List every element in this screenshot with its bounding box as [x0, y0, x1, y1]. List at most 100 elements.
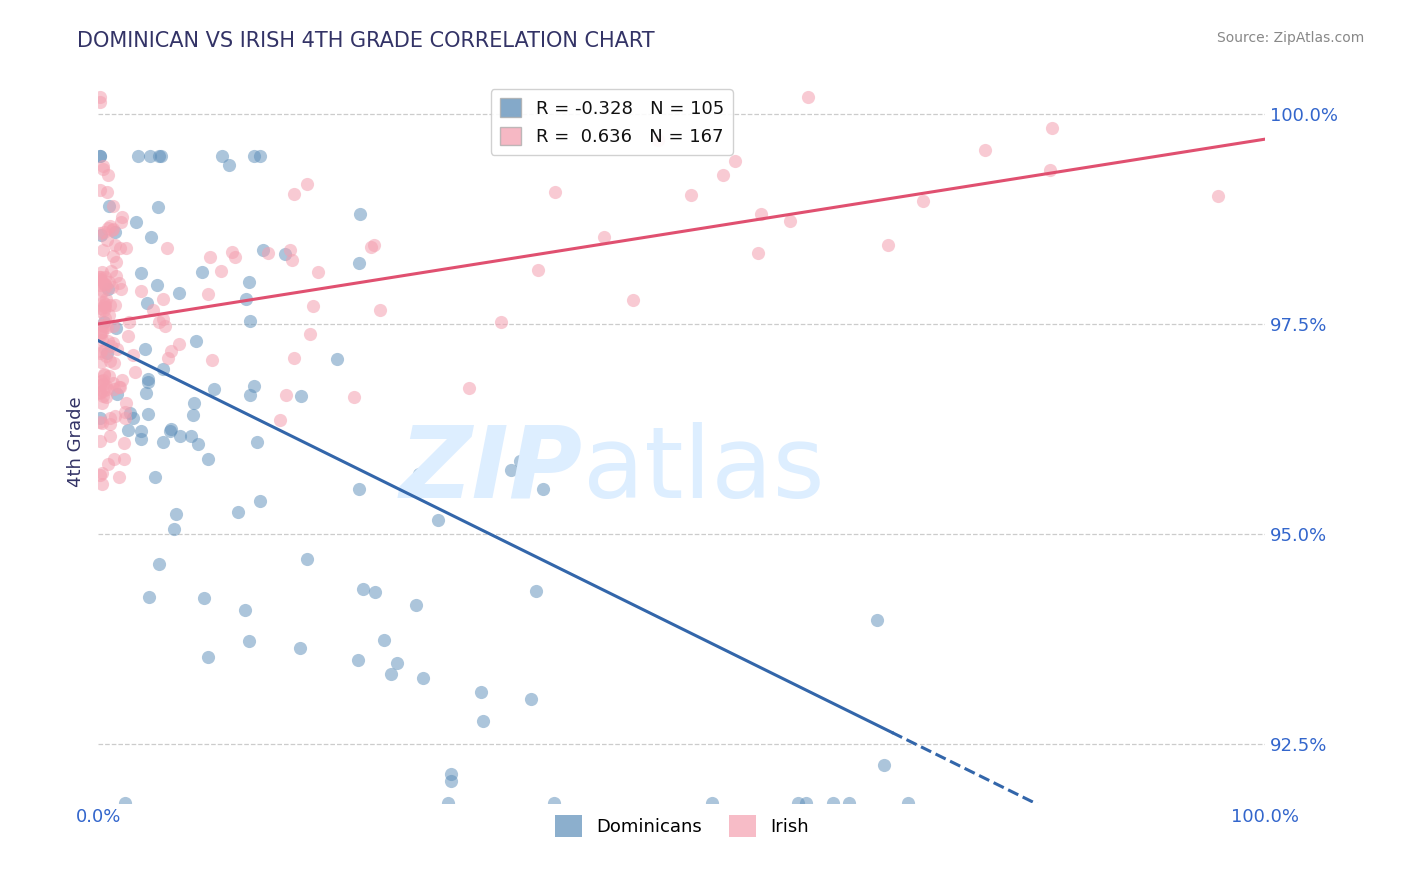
Point — [90, 325, 112, 339]
Point — [98, 353, 121, 368]
Point — [295, 177, 318, 191]
Point — [238, 275, 260, 289]
Point — [711, 168, 734, 182]
Point — [103, 199, 125, 213]
Point — [93, 376, 115, 391]
Point — [96, 185, 118, 199]
Point — [91, 265, 114, 279]
Point — [866, 614, 889, 628]
Point — [457, 381, 479, 395]
Point — [224, 251, 246, 265]
Text: Source: ZipAtlas.com: Source: ZipAtlas.com — [1216, 31, 1364, 45]
Point — [197, 452, 219, 467]
Point — [129, 266, 152, 280]
Point — [118, 406, 141, 420]
Point — [527, 263, 550, 277]
Point — [100, 264, 122, 278]
Point — [134, 342, 156, 356]
Point — [197, 287, 219, 301]
Point — [472, 714, 495, 728]
Point — [249, 149, 271, 163]
Point — [129, 425, 152, 439]
Point — [98, 219, 121, 233]
Point — [105, 321, 128, 335]
Point — [91, 374, 114, 388]
Point — [139, 149, 162, 163]
Point — [524, 584, 547, 599]
Point — [156, 241, 179, 255]
Point — [380, 667, 402, 681]
Point — [118, 315, 141, 329]
Point — [180, 429, 202, 443]
Point — [89, 303, 111, 318]
Point — [97, 168, 120, 182]
Point — [89, 434, 111, 449]
Point — [111, 210, 134, 224]
Point — [440, 773, 463, 788]
Point — [108, 380, 131, 394]
Point — [104, 409, 127, 423]
Point — [93, 384, 115, 399]
Point — [509, 453, 531, 467]
Point — [103, 355, 125, 369]
Point — [105, 387, 128, 401]
Point — [148, 200, 170, 214]
Point — [352, 582, 374, 596]
Point — [681, 187, 703, 202]
Point — [143, 470, 166, 484]
Point — [110, 215, 132, 229]
Point — [122, 411, 145, 425]
Point — [152, 292, 174, 306]
Point — [89, 415, 111, 429]
Point — [93, 316, 115, 330]
Point — [343, 390, 366, 404]
Point — [94, 270, 117, 285]
Point — [90, 466, 112, 480]
Point — [747, 245, 769, 260]
Point — [796, 90, 818, 104]
Point — [96, 346, 118, 360]
Point — [89, 346, 111, 360]
Point — [94, 292, 117, 306]
Point — [238, 634, 260, 648]
Point — [114, 241, 136, 255]
Point — [136, 408, 159, 422]
Point — [93, 368, 115, 383]
Point — [159, 424, 181, 438]
Point — [1039, 162, 1062, 177]
Point — [405, 598, 427, 612]
Point — [385, 656, 408, 670]
Point — [112, 452, 135, 467]
Point — [160, 422, 183, 436]
Point — [187, 436, 209, 450]
Point — [90, 325, 112, 339]
Point — [91, 284, 114, 298]
Point — [94, 342, 117, 356]
Point — [89, 183, 111, 197]
Point — [169, 428, 191, 442]
Point — [499, 463, 522, 477]
Point — [290, 389, 312, 403]
Point — [89, 384, 111, 399]
Point — [110, 241, 132, 255]
Point — [104, 238, 127, 252]
Point — [280, 253, 302, 268]
Point — [94, 301, 117, 315]
Point — [162, 522, 184, 536]
Point — [90, 344, 112, 359]
Point — [408, 467, 430, 481]
Point — [93, 277, 115, 291]
Point — [243, 149, 266, 163]
Point — [787, 796, 810, 810]
Point — [184, 334, 207, 348]
Point — [91, 243, 114, 257]
Point — [105, 343, 128, 357]
Point — [97, 457, 120, 471]
Point — [307, 265, 329, 279]
Point — [349, 207, 371, 221]
Point — [235, 292, 257, 306]
Point — [183, 396, 205, 410]
Text: atlas: atlas — [582, 422, 824, 519]
Point — [519, 692, 541, 706]
Point — [779, 214, 801, 228]
